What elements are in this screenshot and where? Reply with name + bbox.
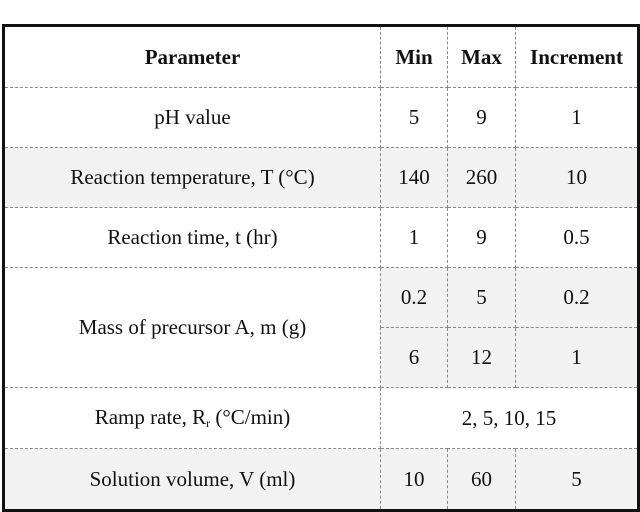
increment-cell: 5 <box>515 448 639 511</box>
table-row: Reaction temperature, T (°C) 140 260 10 <box>3 147 639 208</box>
table-row: Mass of precursor A, m (g) 0.2 5 0.2 <box>3 267 639 388</box>
max-cell: 5 <box>447 267 516 328</box>
parameter-cell: Ramp rate, Rr (°C/min) <box>3 387 381 449</box>
header-max: Max <box>447 25 516 88</box>
header-parameter: Parameter <box>3 25 381 88</box>
max-cell: 260 <box>447 147 516 208</box>
values-cell: 2, 5, 10, 15 <box>380 387 639 449</box>
table-row: Reaction time, t (hr) 1 9 0.5 <box>3 207 639 268</box>
min-cell: 0.2 <box>380 267 448 328</box>
parameter-cell: Solution volume, V (ml) <box>3 448 381 511</box>
table-row: Ramp rate, Rr (°C/min) 2, 5, 10, 15 <box>3 387 639 449</box>
table-row: pH value 5 9 1 <box>3 87 639 148</box>
min-cell: 10 <box>380 448 448 511</box>
parameter-subscript: r <box>206 416 211 430</box>
table-row: 6 12 1 <box>4 327 639 388</box>
parameter-cell: Mass of precursor A, m (g) <box>3 267 381 388</box>
parameter-cell: Reaction time, t (hr) <box>3 207 381 268</box>
parameter-text: Ramp rate, R <box>94 405 207 429</box>
header-min: Min <box>380 25 448 88</box>
max-cell: 9 <box>447 207 516 268</box>
increment-cell: 10 <box>515 147 639 208</box>
parameter-unit: (°C/min) <box>210 405 291 429</box>
increment-cell: 0.2 <box>515 267 639 328</box>
parameter-cell: Reaction temperature, T (°C) <box>3 147 381 208</box>
increment-cell: 1 <box>515 327 639 388</box>
max-cell: 60 <box>447 448 516 511</box>
header-increment: Increment <box>515 25 639 88</box>
max-cell: 9 <box>447 87 516 148</box>
parameter-cell: pH value <box>3 87 381 148</box>
parameter-table: Parameter Min Max Increment pH value 5 9… <box>2 24 640 512</box>
min-cell: 6 <box>380 327 448 388</box>
max-cell: 12 <box>447 327 516 388</box>
increment-cell: 0.5 <box>515 207 639 268</box>
increment-cell: 1 <box>515 87 639 148</box>
table-row: Solution volume, V (ml) 10 60 5 <box>3 448 639 511</box>
min-cell: 5 <box>380 87 448 148</box>
min-cell: 140 <box>380 147 448 208</box>
header-row: Parameter Min Max Increment <box>3 25 639 88</box>
min-cell: 1 <box>380 207 448 268</box>
